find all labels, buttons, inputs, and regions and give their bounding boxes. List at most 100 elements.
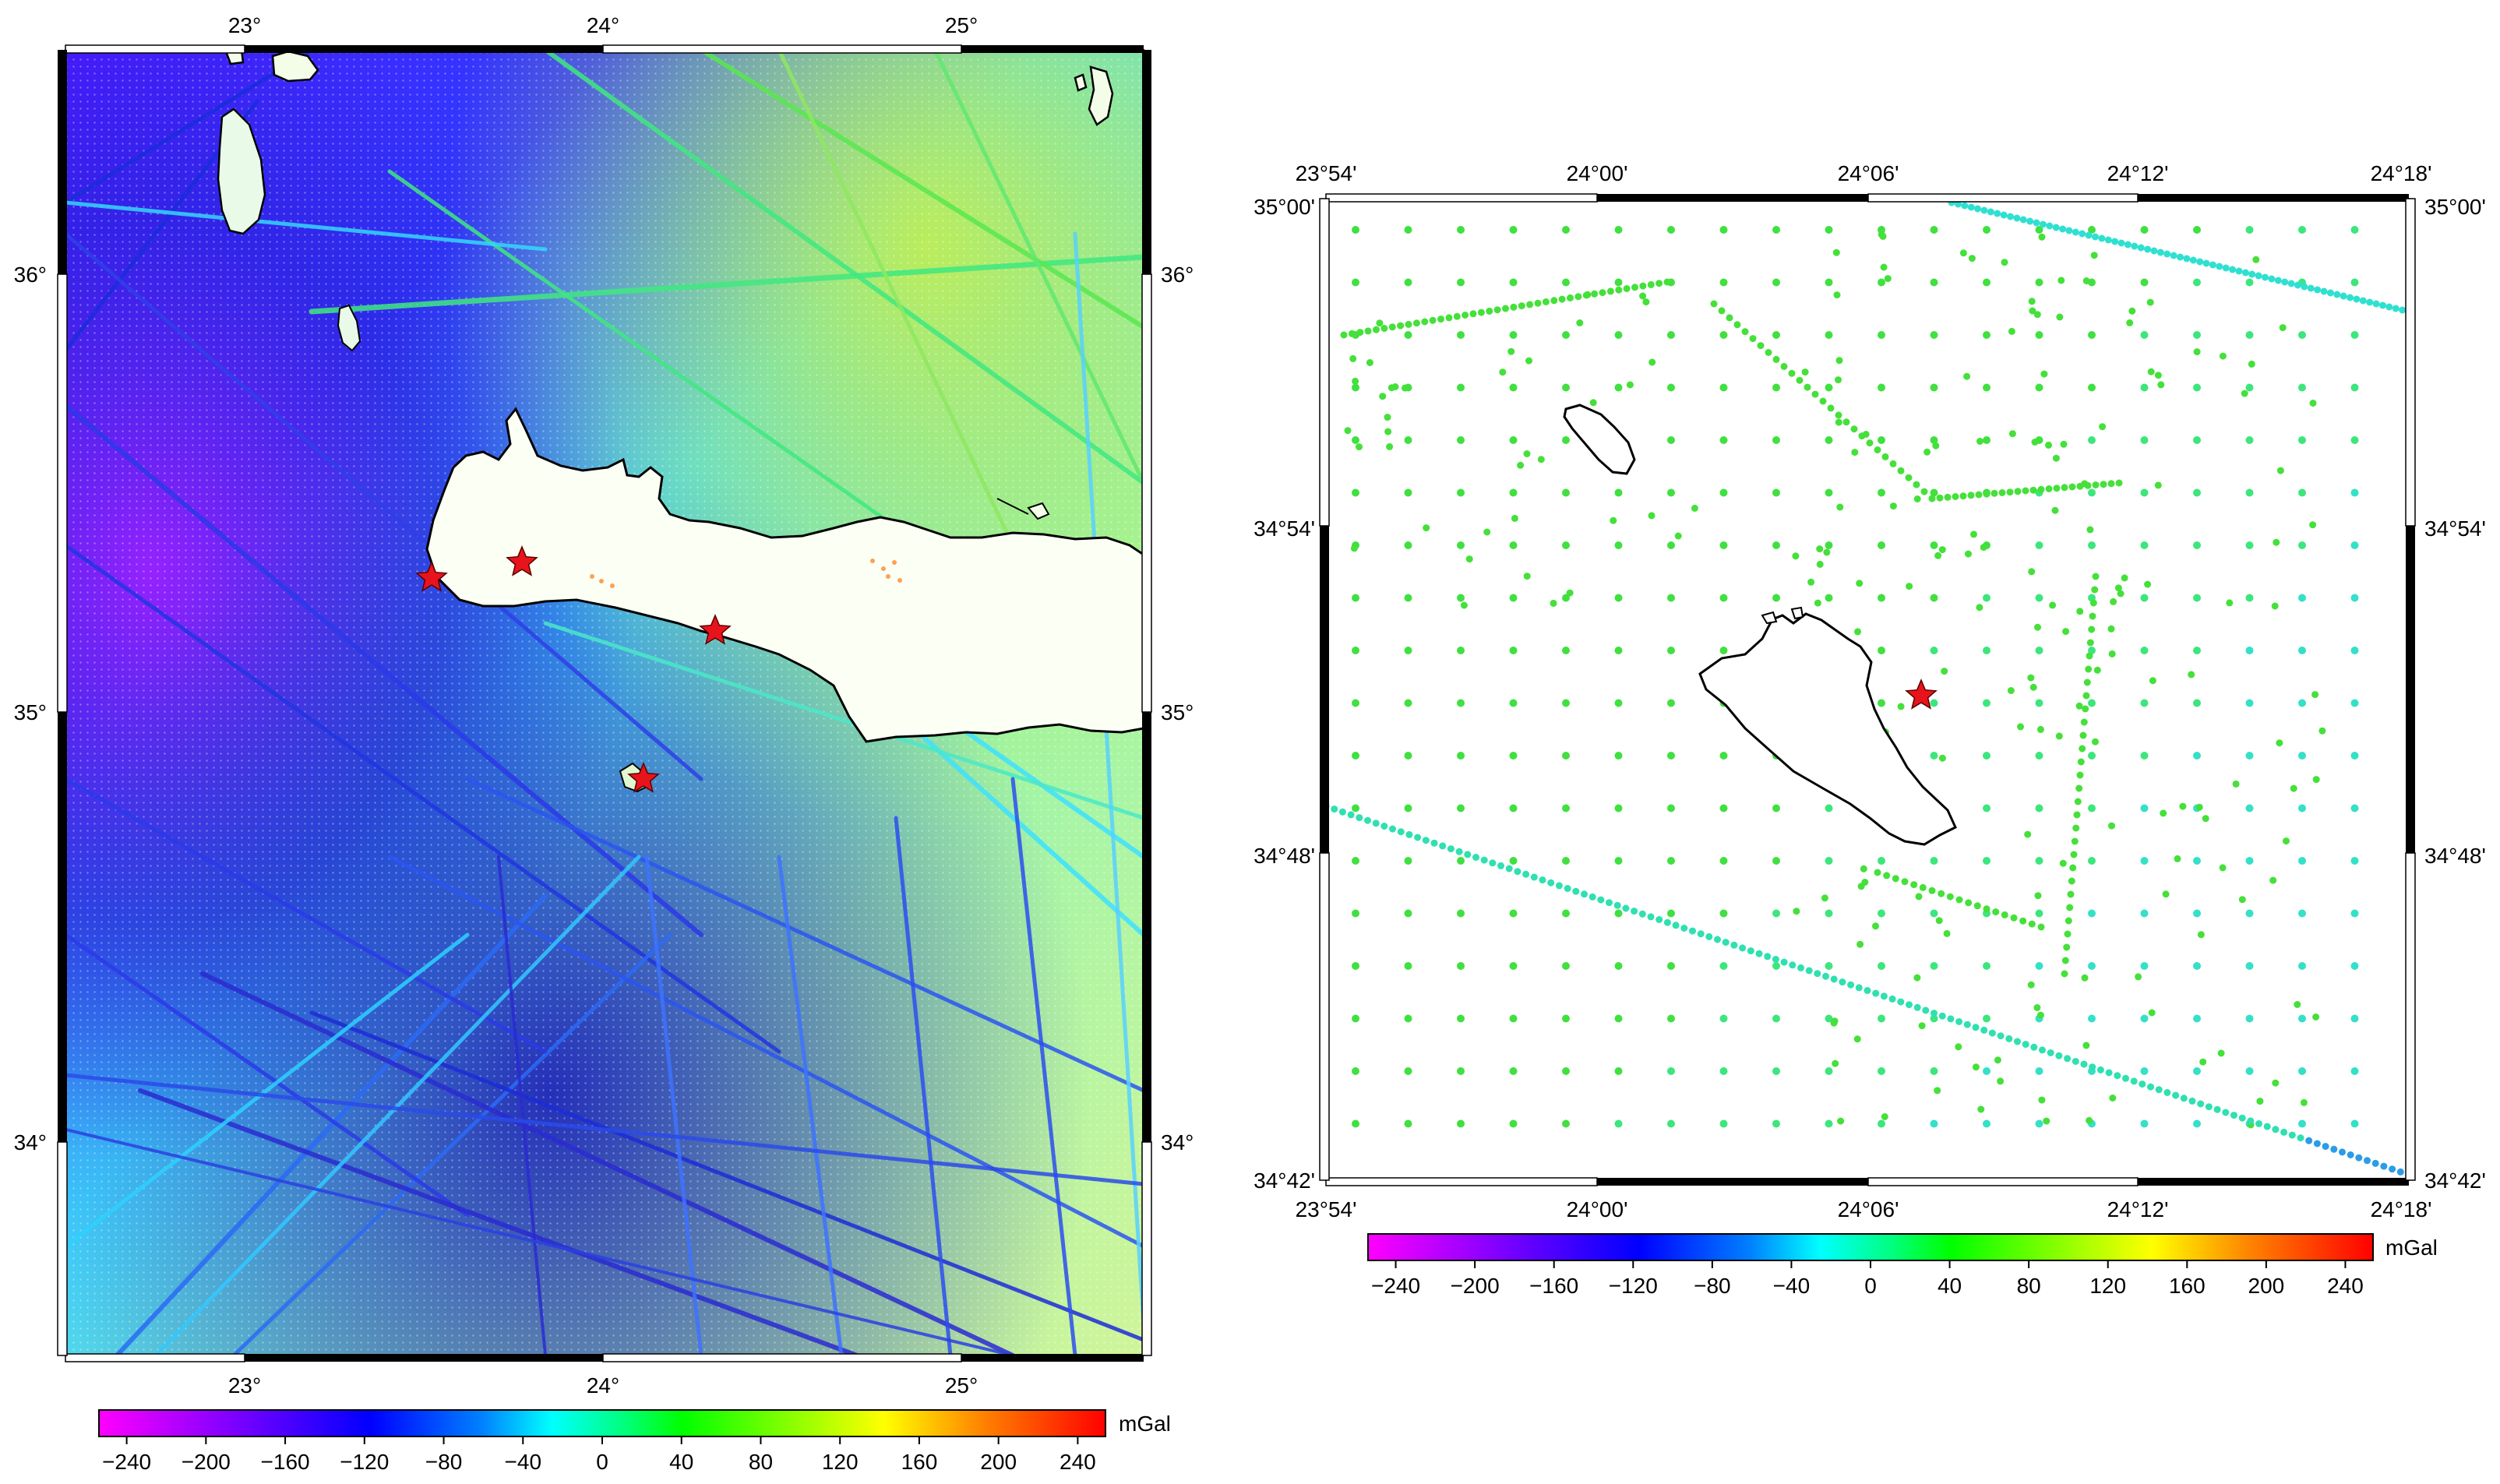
track-point xyxy=(2255,272,2262,280)
gravity-point xyxy=(1648,358,1656,366)
gravity-point xyxy=(2031,439,2039,446)
grid-point xyxy=(1930,331,1938,339)
grid-point xyxy=(1825,331,1833,339)
gravity-point xyxy=(2226,599,2234,607)
gravity-point xyxy=(1972,1063,1980,1071)
track-point xyxy=(1946,893,1954,901)
gravity-point xyxy=(2114,584,2122,592)
track-point xyxy=(2014,488,2022,495)
track-point xyxy=(2114,1072,2121,1080)
track-point xyxy=(1819,397,1827,405)
track-point xyxy=(2359,297,2367,305)
track-point xyxy=(1814,970,1821,978)
grid-point xyxy=(1667,804,1675,812)
gravity-point xyxy=(1997,1077,2005,1085)
grid-point xyxy=(2245,804,2254,812)
gravity-point xyxy=(1994,1056,2001,1064)
grid-point xyxy=(2140,278,2149,287)
islet-north-gavdos xyxy=(1761,611,1778,625)
right-bottom-lon-label: 24°06' xyxy=(1838,1197,1899,1221)
track-point xyxy=(2076,482,2084,490)
track-point xyxy=(2307,284,2315,292)
grid-point xyxy=(1509,488,1518,497)
track-point xyxy=(1797,964,1804,971)
grid-point xyxy=(1614,752,1623,760)
track-point xyxy=(2046,222,2054,230)
track-point xyxy=(2355,1154,2363,1161)
grid-point xyxy=(2193,647,2201,654)
colorbar-tick-label: −160 xyxy=(1529,1274,1578,1298)
grid-point xyxy=(1404,1067,1412,1075)
grid-point xyxy=(2140,909,2149,918)
track-point xyxy=(2163,250,2171,258)
grid-point xyxy=(1509,436,1518,444)
right-map-lat-label: 34°54' xyxy=(1254,516,1315,541)
track-point xyxy=(1955,1018,1963,1025)
grid-point xyxy=(1404,436,1412,444)
track-point xyxy=(2082,692,2090,700)
grid-point xyxy=(1614,488,1623,497)
gravity-point xyxy=(2149,677,2156,685)
colorbar-tick-label: 40 xyxy=(1938,1274,1962,1298)
track-point xyxy=(2089,1063,2096,1071)
grid-point xyxy=(1719,226,1728,234)
grid-point xyxy=(1719,278,1728,287)
track-point xyxy=(2073,811,2081,819)
right-colorbar-unit: mGal xyxy=(2385,1235,2438,1260)
grid-point xyxy=(1404,962,1412,970)
track-point xyxy=(1340,331,1348,339)
grid-point xyxy=(1930,541,1938,549)
grid-point xyxy=(1457,857,1465,865)
grid-point xyxy=(1983,436,1990,444)
grid-point xyxy=(2193,541,2201,549)
grid-point xyxy=(2193,857,2201,865)
grid-point xyxy=(2035,383,2043,392)
grid-point xyxy=(1562,804,1570,812)
grid-point xyxy=(1404,752,1412,760)
gravity-point xyxy=(1861,879,1869,886)
track-point xyxy=(1397,828,1405,836)
track-point xyxy=(2019,917,2027,925)
gravity-point xyxy=(1965,550,1972,558)
grid-point xyxy=(2035,541,2043,549)
grid-point xyxy=(1878,857,1885,865)
track-point xyxy=(2085,231,2093,239)
ship-track xyxy=(309,1010,1144,1342)
grid-point xyxy=(1667,331,1675,339)
grid-point xyxy=(1352,909,1359,918)
track-point xyxy=(1959,492,1967,500)
track-point xyxy=(2213,1105,2221,1113)
station-star xyxy=(627,762,660,793)
gravity-point xyxy=(2276,739,2283,747)
gravity-point xyxy=(2283,837,2290,845)
track-point xyxy=(1988,1029,1996,1037)
grid-point xyxy=(1352,752,1359,760)
grid-point xyxy=(1772,278,1780,287)
grid-point xyxy=(2035,1119,2043,1128)
gravity-point xyxy=(2108,650,2116,657)
gravity-point xyxy=(1934,1087,1941,1094)
track-point xyxy=(1439,842,1447,850)
grid-point xyxy=(1352,804,1359,812)
track-point xyxy=(1789,961,1797,969)
grid-point xyxy=(2298,699,2306,707)
gravity-point xyxy=(1576,319,1584,326)
santorini-island-outline xyxy=(1074,65,1114,126)
track-point xyxy=(1489,859,1497,867)
gravity-point xyxy=(1884,275,1892,283)
grid-point xyxy=(1667,541,1675,549)
grid-point xyxy=(2350,1119,2359,1128)
track-point xyxy=(2188,1097,2196,1105)
gravity-point xyxy=(2008,327,2015,335)
track-point xyxy=(1747,947,1754,955)
grid-point xyxy=(1457,752,1465,760)
grid-point xyxy=(1930,1067,1938,1075)
track-point xyxy=(2061,484,2068,492)
grid-point xyxy=(2350,436,2359,444)
grid-point xyxy=(1772,1067,1780,1075)
track-point xyxy=(1901,878,1909,886)
track-point xyxy=(2124,241,2132,249)
track-point xyxy=(1972,1024,1980,1031)
track-point xyxy=(1464,851,1472,858)
track-point xyxy=(2061,957,2069,964)
